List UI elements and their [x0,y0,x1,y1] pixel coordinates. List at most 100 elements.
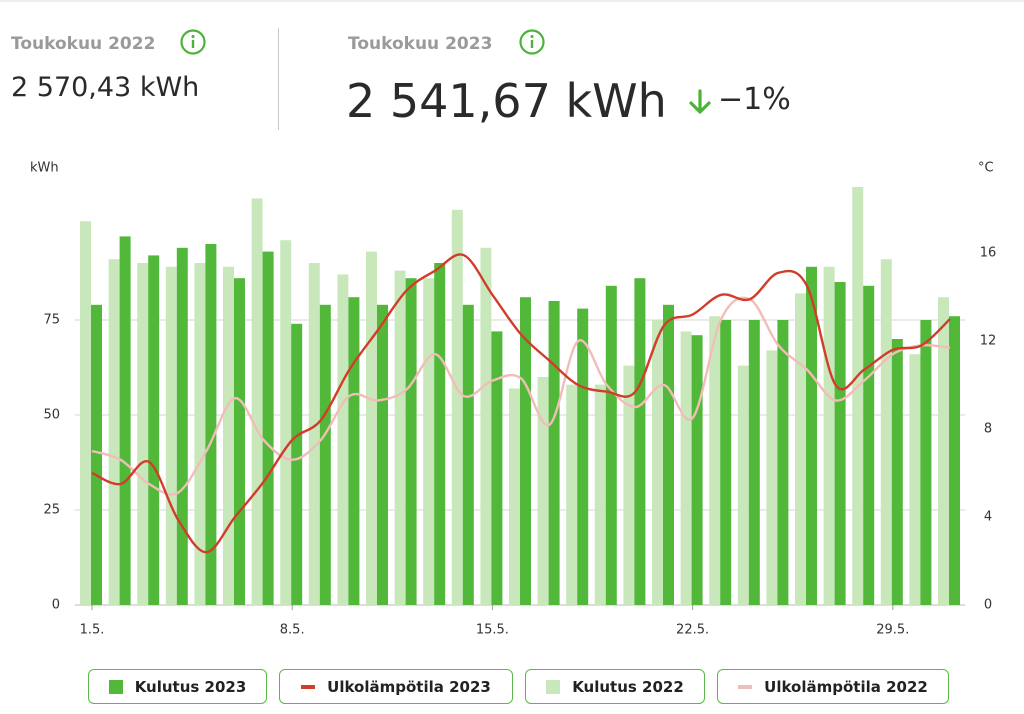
bar [280,240,292,605]
bar [319,304,331,605]
bar [308,263,320,605]
y-tick-label: 25 [43,503,60,518]
bar [795,293,806,605]
x-tick-label: 1.5. [80,623,105,638]
bar [520,297,531,605]
y2-tick-label: 16 [980,246,997,261]
legend-label: Ulkolämpötila 2023 [327,677,491,696]
bar [434,263,446,605]
bar [234,278,245,605]
y2-tick-label: 8 [984,422,992,437]
legend-label: Kulutus 2023 [134,677,247,696]
x-tick-label: 15.5. [476,623,509,638]
info-icon[interactable] [518,28,546,56]
bar [938,297,949,605]
y-tick-label: 75 [43,313,60,328]
bar [377,304,388,605]
bar [748,320,760,605]
bar [909,354,921,605]
bar [148,255,160,605]
line [91,253,951,554]
legend-swatch [108,679,123,694]
bar [405,278,417,605]
bar [720,320,732,605]
current-label: Toukokuu 2023 [348,34,493,54]
divider [278,28,279,130]
bar [634,278,646,605]
bar [949,316,960,605]
bar [623,365,635,605]
legend-swatch [546,679,561,694]
bar [806,266,817,605]
bar [880,259,892,605]
x-tick-label: 8.5. [280,623,305,638]
y-tick-label: 0 [52,598,60,613]
bar [91,304,102,605]
bar [691,335,703,605]
bar [577,308,589,605]
bar [291,323,303,605]
bar [823,266,835,605]
bar [852,187,864,605]
y2-tick-label: 12 [980,334,997,349]
y2-tick-label: 4 [984,510,992,525]
bar [451,209,463,606]
bar [165,266,177,605]
top-border [0,0,1024,2]
bar [462,304,474,605]
bar [262,251,274,605]
legend-item[interactable]: Kulutus 2022 [525,669,705,704]
bar [137,263,149,605]
legend-item[interactable]: Ulkolämpötila 2022 [717,669,949,704]
bar [509,388,520,605]
bar [566,384,578,605]
bar [108,259,120,605]
bar [537,377,549,605]
bar [251,198,263,605]
legend-label: Kulutus 2022 [572,677,684,696]
y-axis-label: kWh [30,161,59,176]
previous-label: Toukokuu 2022 [11,34,156,54]
bar [491,331,503,605]
down-arrow [689,89,711,114]
info-icon[interactable] [179,28,207,56]
bar [766,350,778,605]
bar [834,282,846,605]
legend-swatch [738,684,753,689]
bar [80,221,91,605]
legend-item[interactable]: Ulkolämpötila 2023 [279,669,513,704]
bar [594,384,606,605]
bar [863,285,875,605]
bar [394,270,406,605]
bar [223,266,234,605]
y2-tick-label: 0 [984,598,992,613]
bar [176,247,188,606]
bar [709,316,721,605]
bar [480,247,492,606]
legend-swatch [301,684,316,689]
x-tick-label: 22.5. [676,623,709,638]
previous-value: 2 570,43 kWh [11,72,200,103]
bar [548,301,560,605]
bar [205,244,217,605]
x-tick-label: 29.5. [876,623,909,638]
change: −1% [718,82,791,117]
chart: kWh °C 0 25 50 75 0 4 8 12 16 1.5. 8.5. 15.5. 22.5. 2… [30,161,997,638]
y-tick-label: 50 [43,408,60,423]
bar [605,285,617,605]
legend-label: Ulkolämpötila 2022 [764,677,928,696]
bar [423,278,435,605]
legend-item[interactable]: Kulutus 2023 [88,669,267,704]
bar [737,365,749,605]
bar [663,304,674,605]
line [91,296,951,496]
bar [337,274,349,605]
bar [777,320,789,605]
bar [348,297,360,605]
bar [891,339,903,605]
bar [366,251,377,605]
bar [194,263,206,605]
bar [920,320,932,605]
bar [652,320,663,605]
